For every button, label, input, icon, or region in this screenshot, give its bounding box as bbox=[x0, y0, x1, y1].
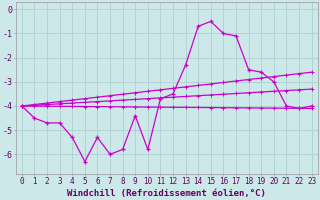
X-axis label: Windchill (Refroidissement éolien,°C): Windchill (Refroidissement éolien,°C) bbox=[67, 189, 266, 198]
